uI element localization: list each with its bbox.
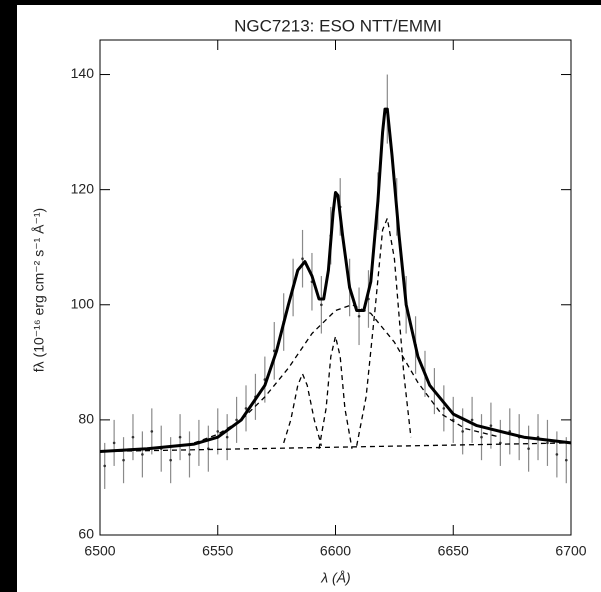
data-point [244,407,248,410]
y-tick-label: 80 [78,411,94,427]
y-tick-label: 120 [71,180,95,196]
data-point [235,418,238,422]
component-curve [356,217,412,446]
data-point [546,441,549,445]
y-axis-label: fλ (10⁻¹⁶ erg cm⁻² s⁻¹ Å⁻¹) [31,208,47,372]
fit-curve [99,107,572,453]
y-tick-label: 60 [78,526,94,542]
border-top [0,0,601,5]
data-point [103,464,107,468]
component-curve [283,373,323,446]
data-point [564,458,568,462]
border-left [0,0,17,592]
component-curve [318,335,353,449]
data-point [216,430,220,433]
data-point [141,453,144,456]
data-point [112,441,116,445]
y-tick-label: 140 [71,65,95,81]
data-point [470,418,474,422]
data-point [150,430,154,433]
data-point [555,453,559,456]
data-point [169,458,172,462]
data-point [320,303,323,307]
data-point [122,458,125,462]
data-point [480,435,483,439]
data-point [489,424,493,427]
x-tick-label: 6550 [202,543,233,559]
plot-frame [99,39,572,536]
data-point [131,435,135,439]
chart-title: NGC7213: ESO NTT/EMMI [234,16,442,35]
data-point [442,407,446,410]
data-point [357,314,361,318]
data-point [225,435,229,439]
data-point [527,447,530,450]
data-point [301,257,304,261]
y-tick-label: 100 [71,295,95,311]
x-tick-label: 6500 [84,543,115,559]
component-curve [99,442,572,453]
x-axis-label: λ (Å) [320,570,350,586]
data-point [188,453,191,456]
component-curve [193,304,501,444]
data-point [461,430,464,433]
data-point [178,435,182,439]
x-tick-label: 6600 [320,543,351,559]
x-tick-label: 6700 [555,543,586,559]
x-tick-label: 6650 [438,543,469,559]
